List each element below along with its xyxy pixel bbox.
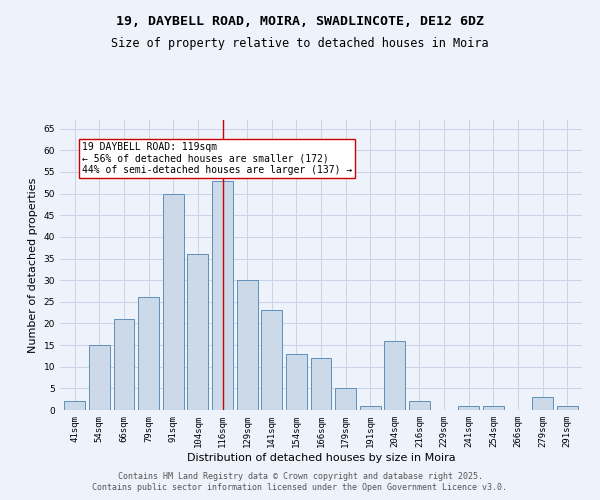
Bar xyxy=(335,388,356,410)
Bar xyxy=(311,358,331,410)
Text: Contains HM Land Registry data © Crown copyright and database right 2025.: Contains HM Land Registry data © Crown c… xyxy=(118,472,482,481)
Bar xyxy=(113,319,134,410)
Bar xyxy=(89,345,110,410)
Text: Size of property relative to detached houses in Moira: Size of property relative to detached ho… xyxy=(111,38,489,51)
Bar xyxy=(64,402,85,410)
Text: 19, DAYBELL ROAD, MOIRA, SWADLINCOTE, DE12 6DZ: 19, DAYBELL ROAD, MOIRA, SWADLINCOTE, DE… xyxy=(116,15,484,28)
Bar xyxy=(261,310,282,410)
Bar xyxy=(212,180,233,410)
Bar xyxy=(483,406,504,410)
Bar xyxy=(163,194,184,410)
Bar xyxy=(409,402,430,410)
Bar xyxy=(360,406,381,410)
Bar xyxy=(532,397,553,410)
Bar xyxy=(286,354,307,410)
Bar xyxy=(236,280,257,410)
X-axis label: Distribution of detached houses by size in Moira: Distribution of detached houses by size … xyxy=(187,452,455,462)
Y-axis label: Number of detached properties: Number of detached properties xyxy=(28,178,38,352)
Bar xyxy=(557,406,578,410)
Bar xyxy=(187,254,208,410)
Text: Contains public sector information licensed under the Open Government Licence v3: Contains public sector information licen… xyxy=(92,484,508,492)
Bar xyxy=(138,298,159,410)
Bar xyxy=(458,406,479,410)
Text: 19 DAYBELL ROAD: 119sqm
← 56% of detached houses are smaller (172)
44% of semi-d: 19 DAYBELL ROAD: 119sqm ← 56% of detache… xyxy=(82,142,352,175)
Bar xyxy=(385,340,406,410)
